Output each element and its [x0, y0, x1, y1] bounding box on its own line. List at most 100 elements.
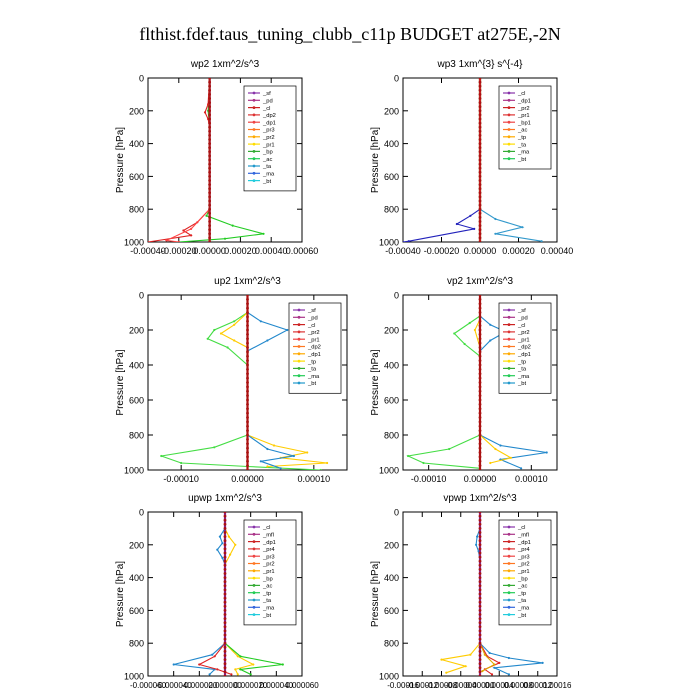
zero-profile-point: [478, 464, 482, 467]
series-point: [407, 454, 410, 458]
x-tick-label: -0.00008: [426, 681, 458, 690]
series-point: [216, 668, 219, 671]
zero-profile-point: [223, 625, 227, 629]
zero-profile-point: [246, 337, 249, 341]
zero-profile-point: [478, 596, 482, 600]
x-tick-label: -0.00010: [411, 474, 447, 484]
zero-profile-point: [208, 121, 212, 125]
zero-profile-point: [478, 324, 482, 327]
y-tick-label: 400: [384, 361, 399, 371]
zero-profile-point: [208, 138, 212, 141]
legend-marker: [297, 323, 301, 326]
zero-profile-point: [478, 311, 482, 314]
x-tick-label: 0.00000: [464, 474, 497, 484]
legend-marker: [507, 330, 511, 334]
y-axis-label: Pressure [hPa]: [370, 561, 381, 627]
legend-label: _pr3: [262, 554, 275, 560]
zero-profile-point: [246, 442, 249, 446]
zero-profile-point: [478, 88, 482, 92]
zero-profile-point: [478, 368, 482, 371]
zero-profile-point: [223, 551, 227, 555]
y-tick-label: 400: [129, 573, 144, 583]
zero-profile-point: [223, 641, 227, 645]
series-point: [521, 226, 524, 229]
y-axis-label: Pressure [hPa]: [370, 349, 381, 415]
zero-profile-point: [478, 328, 482, 332]
series-point: [206, 337, 209, 340]
zero-profile-point: [246, 459, 249, 463]
y-tick-label: 200: [129, 540, 144, 550]
zero-profile-point: [246, 424, 249, 428]
zero-profile-point: [208, 113, 212, 117]
legend-label: _pr2: [517, 106, 530, 112]
x-tick-label: -0.00040: [130, 246, 166, 256]
zero-profile-point: [246, 394, 249, 397]
zero-profile-point: [223, 666, 227, 670]
zero-profile-point: [478, 354, 482, 358]
x-tick-label: 0.00000: [464, 246, 497, 256]
zero-profile-point: [208, 101, 212, 104]
series-point: [190, 234, 193, 237]
legend: _cl _mfl_dp1_pr4_pr3 _pr2_pr1_bp _ac_tp_ta _…: [498, 519, 552, 626]
zero-profile-point: [223, 584, 227, 588]
x-tick-label: 0.000040: [260, 681, 294, 690]
zero-profile-point: [223, 588, 227, 592]
zero-profile-point: [246, 295, 249, 297]
legend-label: _ac: [262, 584, 272, 590]
zero-profile-point: [478, 654, 482, 657]
zero-profile-point: [478, 658, 482, 661]
zero-profile-point: [478, 175, 482, 178]
zero-profile-point: [478, 604, 482, 608]
zero-profile-point: [478, 572, 482, 575]
legend-marker: [507, 352, 511, 356]
x-tick-label: 0.00020: [224, 246, 257, 256]
series-point: [493, 663, 496, 666]
y-tick-label: 1000: [124, 238, 144, 248]
legend-marker: [297, 352, 301, 356]
zero-profile-point: [478, 319, 482, 323]
y-tick-label: 0: [139, 508, 144, 518]
series-point: [453, 332, 456, 335]
series-point: [498, 661, 501, 665]
zero-profile-point: [246, 324, 249, 327]
legend-marker: [507, 345, 511, 348]
zero-profile-point: [478, 150, 482, 154]
legend-marker: [252, 562, 256, 565]
series-point: [494, 447, 497, 451]
legend-marker: [507, 374, 511, 378]
zero-profile-point: [478, 442, 482, 446]
legend-label: _pr1: [517, 569, 530, 575]
legend: _sf _pd_cl_pr2_pr1 _dp2_dp1_tp _ta_ma_bt: [288, 302, 342, 394]
chart-panel: upwp 1xm^2/s^3 Pressure [hPa] 0 200 400 600 80…: [115, 493, 319, 690]
legend-label: _mfl: [517, 533, 529, 539]
zero-profile-point: [478, 333, 482, 336]
legend-label: _bp: [262, 150, 273, 156]
zero-profile-point: [223, 637, 227, 641]
zero-profile-point: [223, 600, 227, 604]
y-tick-label: 0: [139, 74, 144, 84]
zero-profile-point: [478, 228, 482, 232]
zero-profile-point: [223, 650, 227, 653]
zero-profile-point: [478, 468, 482, 470]
zero-profile-point: [478, 446, 482, 450]
zero-profile-point: [223, 518, 227, 522]
zero-profile-point: [223, 617, 227, 620]
zero-profile-point: [478, 381, 482, 384]
legend-label: _pd: [262, 99, 273, 105]
zero-profile-point: [223, 592, 227, 596]
x-tick-label: -0.00016: [387, 681, 419, 690]
legend-box: [498, 302, 552, 394]
series-point: [272, 444, 276, 447]
zero-profile-point: [208, 211, 212, 215]
y-tick-label: 0: [394, 291, 399, 301]
legend-marker: [297, 381, 301, 385]
legend-label: _dp2: [517, 345, 531, 351]
y-axis-label: Pressure [hPa]: [370, 127, 381, 193]
series-point: [226, 346, 229, 349]
zero-profile-point: [478, 97, 482, 100]
zero-profile-point: [478, 650, 482, 653]
y-tick-label: 200: [384, 326, 399, 336]
zero-profile-point: [478, 559, 482, 563]
panel-title: vp2 1xm^2/s^3: [447, 276, 514, 287]
